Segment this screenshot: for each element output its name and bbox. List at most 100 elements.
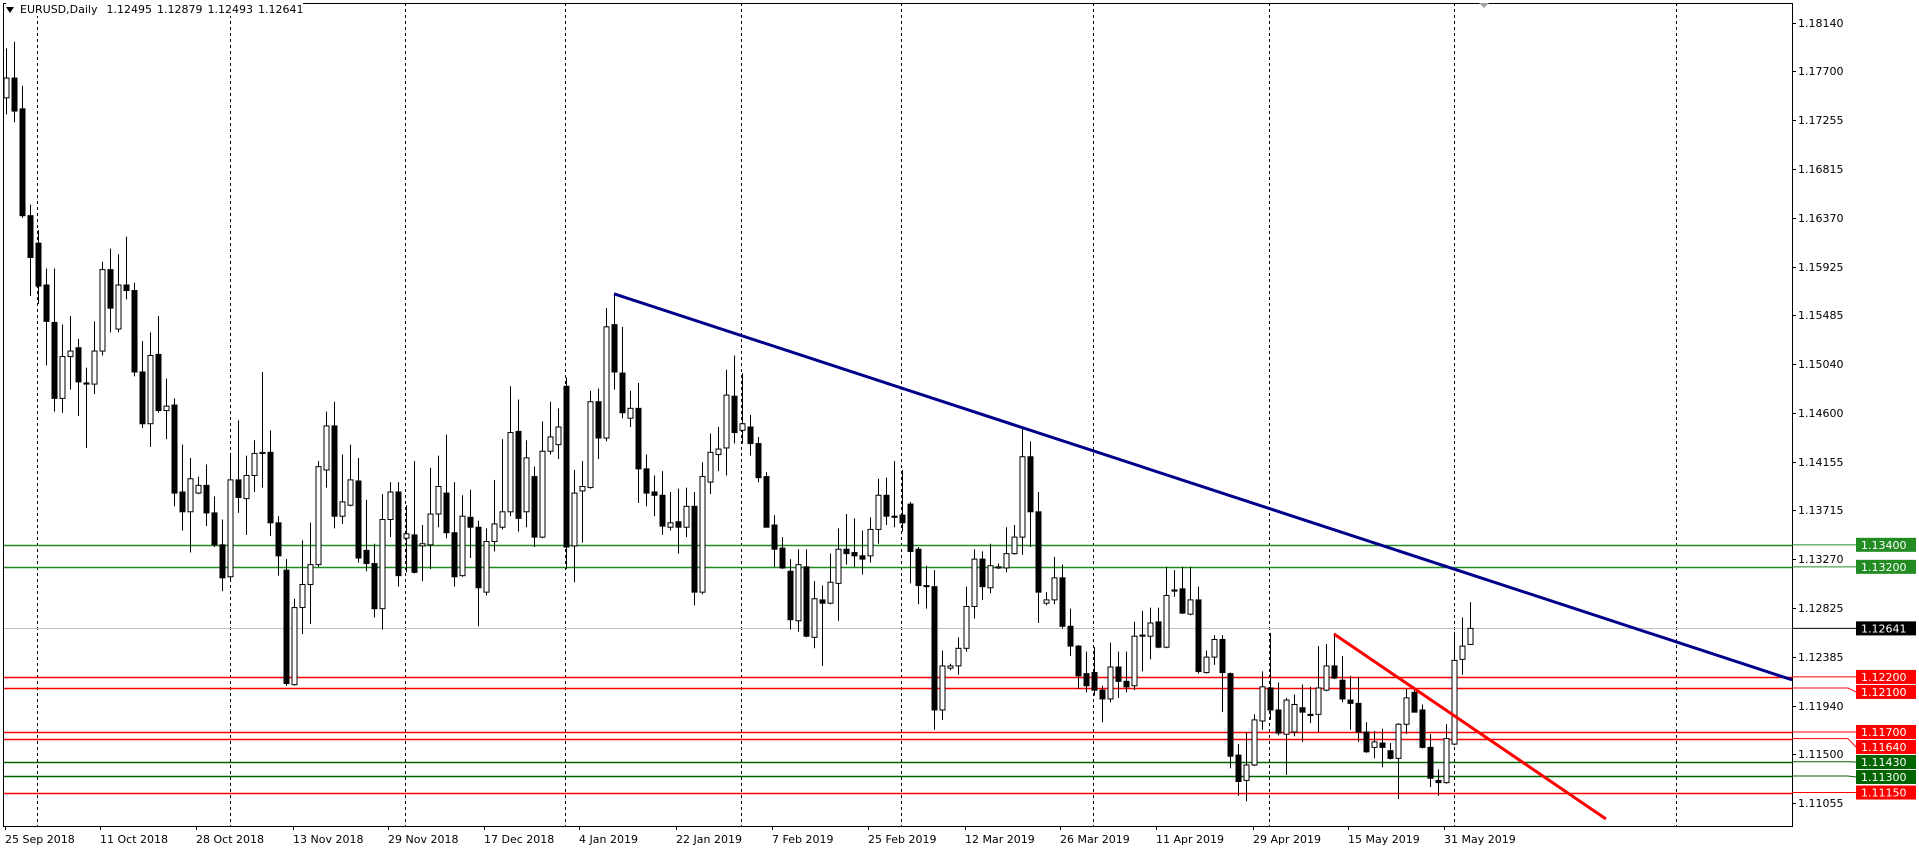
candle-body-bull (1291, 703, 1298, 733)
candle (267, 430, 274, 537)
candle-body-bull (1459, 645, 1466, 660)
candle-body-bear (787, 570, 794, 621)
candle (483, 528, 490, 596)
candle (1347, 675, 1354, 730)
candle-body-bear (851, 552, 858, 557)
date-axis-label: 28 Oct 2018 (196, 833, 264, 846)
candle-body-bear (731, 395, 738, 434)
open-value: 1.12495 (106, 3, 152, 16)
candle-body-bear (75, 347, 82, 383)
candle (563, 377, 570, 570)
trendline-descending-resistance[interactable] (613, 292, 1792, 682)
candle-body-bear (139, 371, 146, 425)
candle (1419, 704, 1426, 749)
candle-body-bear (275, 522, 282, 557)
candle (1155, 607, 1162, 649)
candle (1035, 491, 1042, 623)
candle-body-bull (875, 494, 882, 530)
candle-body-bull (811, 598, 818, 638)
candle (1355, 676, 1362, 742)
candle (259, 371, 266, 488)
candle-body-bull (1211, 639, 1218, 658)
candle (1115, 651, 1122, 698)
close-value: 1.12641 (257, 3, 304, 16)
candle (787, 559, 794, 630)
candle-body-bear (843, 548, 850, 555)
candle (771, 515, 778, 567)
candle-body-bear (1035, 511, 1042, 593)
candle-body-bull (3, 77, 10, 99)
candle (11, 41, 18, 123)
date-axis-label: 22 Jan 2019 (676, 833, 742, 846)
candle-body-bull (555, 426, 562, 446)
candle (763, 472, 770, 528)
candle-body-bear (51, 321, 58, 399)
candle (1123, 651, 1130, 693)
candle-body-bear (27, 215, 34, 258)
candle (1459, 617, 1466, 675)
price-axis-label: 1.15925 (1798, 261, 1844, 274)
candle (859, 530, 866, 575)
collapse-triangle-icon[interactable] (6, 6, 14, 13)
candle (75, 338, 82, 417)
candle-body-bear (563, 385, 570, 548)
candle (227, 455, 234, 579)
candle-body-bull (427, 513, 434, 546)
candle (1387, 742, 1394, 760)
candle (379, 494, 386, 630)
candle-body-bull (147, 354, 154, 425)
candle-body-bear (83, 382, 90, 385)
candle (1187, 566, 1194, 616)
date-axis-label: 4 Jan 2019 (579, 833, 638, 846)
chart-shift-marker-icon[interactable] (1479, 3, 1489, 8)
level-tag (1856, 669, 1916, 684)
candle (715, 427, 722, 472)
candle (163, 378, 170, 440)
candle-body-bull (187, 478, 194, 513)
candle (491, 479, 498, 552)
candle-body-bear (1387, 750, 1394, 759)
candle (1451, 631, 1458, 746)
candle (1011, 525, 1018, 555)
candle-body-bull (971, 558, 978, 607)
candle-body-bear (443, 492, 450, 534)
candle-body-bear (1267, 687, 1274, 711)
date-axis-label: 13 Nov 2018 (293, 833, 363, 846)
candle-body-bull (99, 269, 106, 352)
candle (739, 373, 746, 444)
candle (331, 401, 338, 529)
price-axis-label: 1.13270 (1798, 553, 1844, 566)
chart-title-bar: EURUSD,Daily 1.12495 1.12879 1.12493 1.1264… (6, 3, 304, 16)
candle (115, 254, 122, 333)
candle-body-bull (523, 457, 530, 513)
candle-body-bull (291, 607, 298, 686)
candle (1443, 724, 1450, 784)
candle-body-bear (595, 401, 602, 439)
candle (907, 501, 914, 584)
candle (451, 482, 458, 587)
candle-body-bear (619, 372, 626, 414)
candle-body-bull (91, 350, 98, 385)
plot-area[interactable] (3, 3, 1792, 826)
candle (667, 491, 674, 531)
level-tag (1856, 724, 1916, 739)
candle (867, 517, 874, 563)
candle-body-bull (1315, 687, 1322, 715)
candle-body-bear (643, 468, 650, 494)
candle (1083, 651, 1090, 693)
candle-body-bear (1411, 691, 1418, 713)
price-axis-label: 1.18140 (1798, 17, 1844, 30)
candle (915, 547, 922, 605)
candle-body-bear (931, 586, 938, 711)
candle-body-bear (1155, 621, 1162, 648)
candle (995, 563, 1002, 570)
candle (1107, 642, 1114, 703)
candle (283, 559, 290, 686)
candle-body-bear (211, 512, 218, 546)
trendline-short-term-downtrend[interactable] (1333, 632, 1607, 821)
candle-body-bull (339, 501, 346, 517)
candle (811, 581, 818, 649)
candle (1435, 769, 1442, 796)
candle-body-bear (1307, 713, 1314, 716)
